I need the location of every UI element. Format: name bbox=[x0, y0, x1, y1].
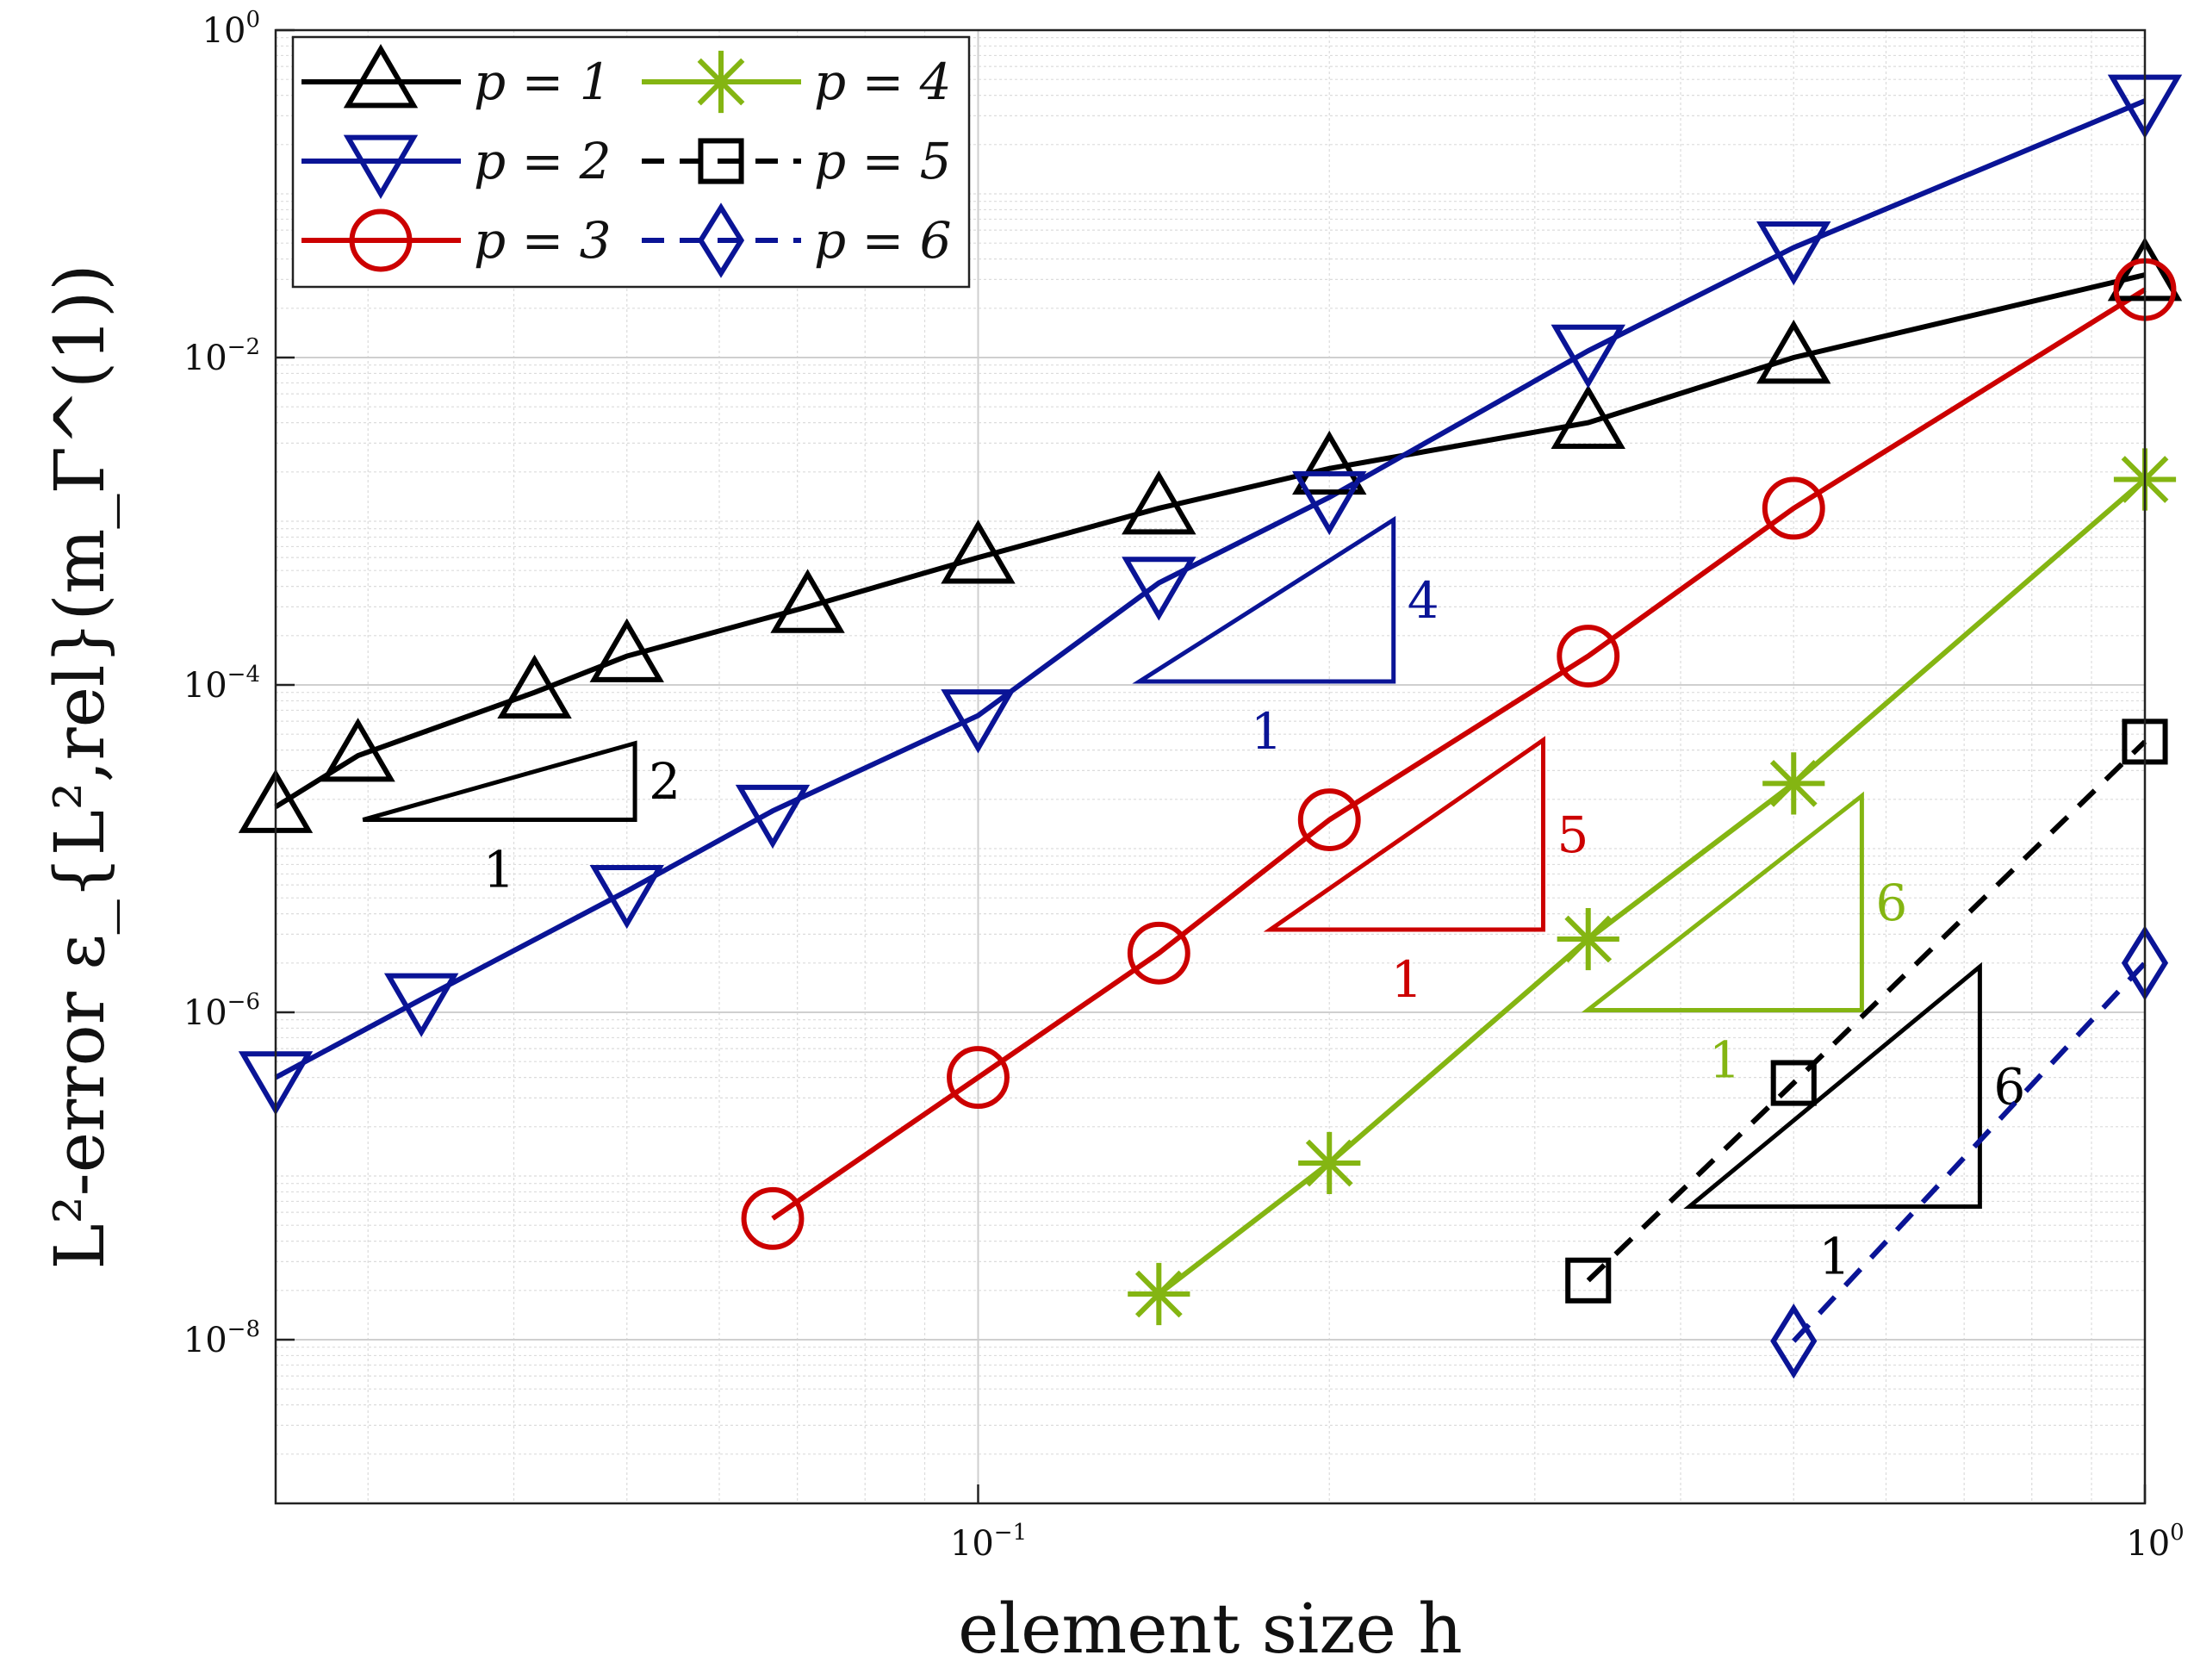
legend-label: p = 5 bbox=[814, 132, 952, 190]
marker-triangle-up bbox=[589, 618, 664, 682]
series-line-p2 bbox=[274, 98, 2147, 1080]
marker-asterisk bbox=[1128, 1262, 1190, 1326]
slope-rise-label: 5 bbox=[1557, 806, 1588, 864]
marker-square bbox=[1770, 1060, 1817, 1106]
slope-triangle bbox=[1263, 736, 1545, 932]
legend-label: p = 3 bbox=[474, 211, 612, 270]
marker-triangle-down bbox=[941, 689, 1016, 754]
marker-diamond bbox=[697, 202, 745, 278]
marker-circle bbox=[349, 208, 413, 272]
slope-triangle bbox=[1683, 961, 1982, 1210]
marker-circle bbox=[1762, 476, 1825, 540]
marker-triangle-up bbox=[770, 569, 845, 633]
marker-triangle-up bbox=[320, 718, 395, 782]
series-line-p4 bbox=[1157, 477, 2147, 1297]
marker-asterisk bbox=[1557, 907, 1619, 971]
y-tick-label: 10−6 bbox=[183, 989, 260, 1033]
marker-circle bbox=[1127, 921, 1190, 985]
marker-triangle-up bbox=[1551, 384, 1625, 449]
marker-triangle-up bbox=[1122, 470, 1196, 535]
marker-diamond bbox=[1770, 1303, 1818, 1379]
marker-square bbox=[698, 138, 744, 184]
series-markers bbox=[238, 74, 2183, 1379]
marker-triangle-up bbox=[941, 520, 1016, 584]
marker-triangle-down bbox=[383, 973, 459, 1037]
marker-triangle-up bbox=[1292, 430, 1367, 495]
marker-asterisk bbox=[1762, 752, 1825, 815]
slope-triangle bbox=[362, 740, 637, 823]
marker-circle bbox=[947, 1046, 1010, 1110]
y-tick-label: 10−2 bbox=[183, 334, 260, 378]
slope-rise-label: 6 bbox=[1875, 874, 1907, 932]
slope-triangle bbox=[1132, 515, 1396, 684]
slope-run-label: 1 bbox=[483, 841, 515, 899]
slope-run-label: 1 bbox=[1391, 950, 1423, 1009]
axis-ticks: 10−1 100 10−8 10−6 10−4 10−2 100 bbox=[183, 7, 2185, 1564]
marker-triangle-down bbox=[1756, 221, 1831, 286]
marker-asterisk bbox=[1298, 1131, 1361, 1195]
marker-circle bbox=[741, 1186, 805, 1250]
legend-label: p = 2 bbox=[474, 132, 612, 190]
marker-circle bbox=[1557, 625, 1620, 688]
series-line-p1 bbox=[274, 272, 2146, 810]
slope-rise-label: 2 bbox=[649, 752, 681, 811]
marker-circle bbox=[1297, 788, 1361, 851]
series-line-p5 bbox=[1586, 739, 2147, 1283]
marker-triangle-up bbox=[497, 654, 572, 719]
marker-triangle-down bbox=[589, 864, 664, 930]
y-tick-label: 10−4 bbox=[183, 662, 260, 706]
legend-label: p = 4 bbox=[814, 53, 952, 111]
x-tick-label: 10−1 bbox=[950, 1520, 1027, 1564]
slope-triangle bbox=[1581, 791, 1864, 1013]
marker-triangle-down bbox=[735, 784, 811, 849]
legend-label: p = 1 bbox=[474, 53, 612, 111]
y-tick-label: 10−8 bbox=[183, 1316, 260, 1360]
legend: p = 1 p = 2 p = 3 p = 4 p = 5 p = 6 bbox=[291, 35, 971, 289]
legend-label: p = 6 bbox=[814, 211, 952, 270]
slope-run-label: 1 bbox=[1818, 1228, 1850, 1286]
x-axis-title: element size h bbox=[958, 1589, 1463, 1669]
slope-rise-label: 4 bbox=[1408, 571, 1439, 630]
marker-triangle-down bbox=[1551, 324, 1625, 389]
slope-run-label: 1 bbox=[1709, 1031, 1741, 1090]
series-line-p6 bbox=[1792, 961, 2147, 1343]
marker-asterisk bbox=[689, 50, 753, 114]
y-tick-label: 100 bbox=[202, 7, 260, 51]
y-axis-title: L²-error ε_{L²,rel}(m_Γ^(1)) bbox=[40, 264, 120, 1269]
plot-frame bbox=[274, 28, 2147, 1505]
marker-square bbox=[1565, 1257, 1612, 1304]
marker-triangle-down bbox=[343, 134, 419, 199]
marker-triangle-up bbox=[343, 44, 419, 109]
marker-triangle-up bbox=[1756, 320, 1831, 384]
x-tick-label: 100 bbox=[2126, 1520, 2184, 1564]
marker-triangle-down bbox=[1122, 557, 1196, 621]
series-line-p3 bbox=[771, 287, 2147, 1221]
marker-triangle-down bbox=[1292, 470, 1367, 536]
slope-run-label: 1 bbox=[1251, 702, 1283, 761]
